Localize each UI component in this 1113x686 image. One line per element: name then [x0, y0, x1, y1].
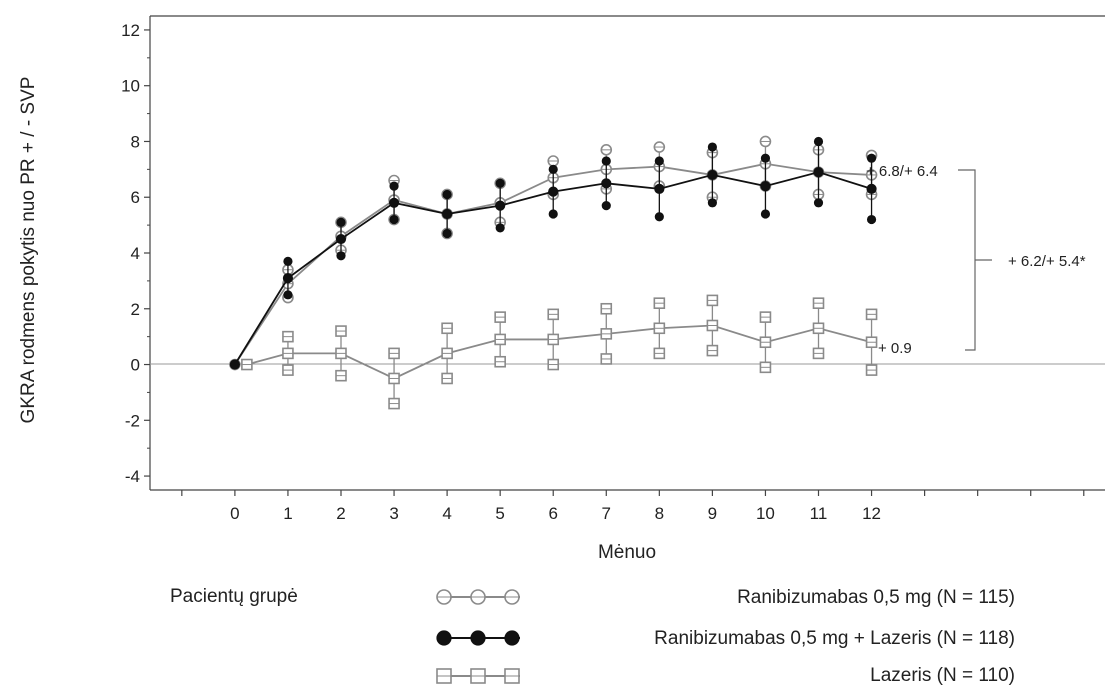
x-tick-label: 8: [655, 504, 664, 523]
annotation-difference: + 6.2/+ 5.4*: [1008, 253, 1086, 270]
x-tick-label: 1: [283, 504, 292, 523]
legend-marker-1: [436, 630, 452, 646]
x-tick-label: 0: [230, 504, 239, 523]
legend-label-0: Ranibizumabas 0,5 mg (N = 115): [737, 587, 1015, 608]
annotation-lower: + 0.9: [878, 340, 912, 357]
y-tick-label: 10: [121, 77, 140, 96]
error-cap: [442, 228, 452, 239]
error-cap: [707, 198, 717, 208]
legend-label-2: Lazeris (N = 110): [870, 665, 1015, 686]
y-tick-label: 6: [131, 188, 140, 207]
x-tick-label: 3: [389, 504, 398, 523]
x-tick-label: 4: [442, 504, 451, 523]
data-point: [760, 180, 771, 192]
error-cap: [548, 209, 558, 219]
error-cap: [707, 142, 717, 152]
error-cap: [760, 209, 771, 219]
legend-title: Pacientų grupė: [170, 586, 298, 607]
x-tick-label: 5: [495, 504, 504, 523]
y-tick-label: -2: [125, 411, 140, 430]
x-tick-label: 9: [708, 504, 717, 523]
data-point: [866, 183, 877, 194]
data-point: [335, 233, 347, 245]
y-axis-ticks: 12 10 8 6 4 2 0 -2 -4: [121, 21, 150, 486]
data-point: [813, 167, 824, 178]
y-axis-title: GKRA rodmens pokytis nuo PR + / - SVP: [18, 77, 39, 424]
x-tick-label: 11: [810, 504, 828, 523]
series-2: [241, 294, 878, 410]
error-cap: [389, 181, 399, 191]
error-cap: [866, 153, 877, 163]
error-cap: [601, 201, 611, 211]
x-tick-label: 10: [756, 504, 775, 523]
x-tick-label: 6: [548, 504, 557, 523]
data-point: [282, 272, 294, 284]
series-1: [229, 136, 877, 370]
legend: Pacientų grupė Ranibizumabas 0,5 mg (N =…: [170, 586, 1015, 686]
error-cap: [336, 251, 346, 261]
error-cap: [654, 212, 664, 222]
y-tick-label: 4: [131, 244, 140, 263]
legend-symbols: [436, 589, 520, 684]
error-cap: [495, 223, 505, 233]
annotation-upper: + 6.8/+ 6.4: [866, 163, 938, 180]
error-cap: [601, 156, 611, 166]
data-point: [495, 200, 506, 211]
data-point: [654, 183, 665, 194]
error-cap: [654, 156, 664, 166]
y-tick-label: 0: [131, 356, 140, 375]
data-point: [548, 186, 559, 197]
legend-marker-1: [470, 630, 486, 646]
error-cap: [548, 164, 558, 174]
error-cap: [442, 189, 452, 200]
error-cap: [283, 290, 293, 300]
data-point: [707, 169, 718, 181]
series-layer: [229, 135, 878, 410]
x-tick-label: 2: [336, 504, 345, 523]
x-tick-label: 7: [602, 504, 611, 523]
error-cap: [813, 198, 824, 208]
data-point: [601, 178, 612, 189]
y-tick-label: 2: [131, 300, 140, 319]
error-cap: [866, 214, 877, 225]
error-cap: [283, 256, 293, 266]
data-point: [388, 197, 400, 208]
data-point: [229, 359, 240, 370]
error-cap: [336, 217, 346, 227]
y-tick-label: -4: [125, 467, 140, 486]
error-cap: [813, 136, 824, 147]
legend-marker-1: [504, 630, 520, 646]
legend-label-1: Ranibizumabas 0,5 mg + Lazeris (N = 118): [654, 628, 1015, 649]
x-tick-label: 12: [862, 504, 881, 523]
y-tick-label: 8: [131, 132, 140, 151]
error-cap: [760, 153, 771, 163]
x-axis-title: Mėnuo: [598, 542, 656, 563]
error-cap: [495, 178, 505, 188]
bracket-upper-tick: [958, 169, 976, 351]
error-cap: [389, 214, 399, 225]
data-point: [442, 208, 453, 220]
y-tick-label: 12: [121, 21, 140, 40]
x-axis-ticks: 0 1 2 3 4 5 6 7 8 9 10 11 12: [181, 490, 1085, 523]
